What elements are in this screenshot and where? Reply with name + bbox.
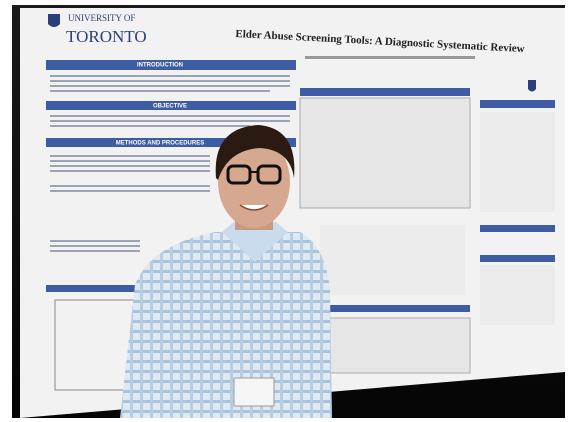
logo: UNIVERSITY OF TORONTO	[48, 13, 147, 46]
section-header: INTRODUCTION	[137, 63, 183, 69]
institution-line: UNIVERSITY OF	[68, 13, 135, 23]
institution-name: TORONTO	[66, 27, 147, 46]
right-logo	[528, 80, 536, 92]
person	[120, 125, 332, 418]
section-header: OBJECTIVE	[153, 104, 187, 110]
poster-right-columns	[299, 88, 555, 374]
section-header: METHODS AND PROCEDURES	[116, 141, 204, 147]
authors-line	[305, 56, 475, 59]
poster-left-column	[46, 60, 296, 391]
